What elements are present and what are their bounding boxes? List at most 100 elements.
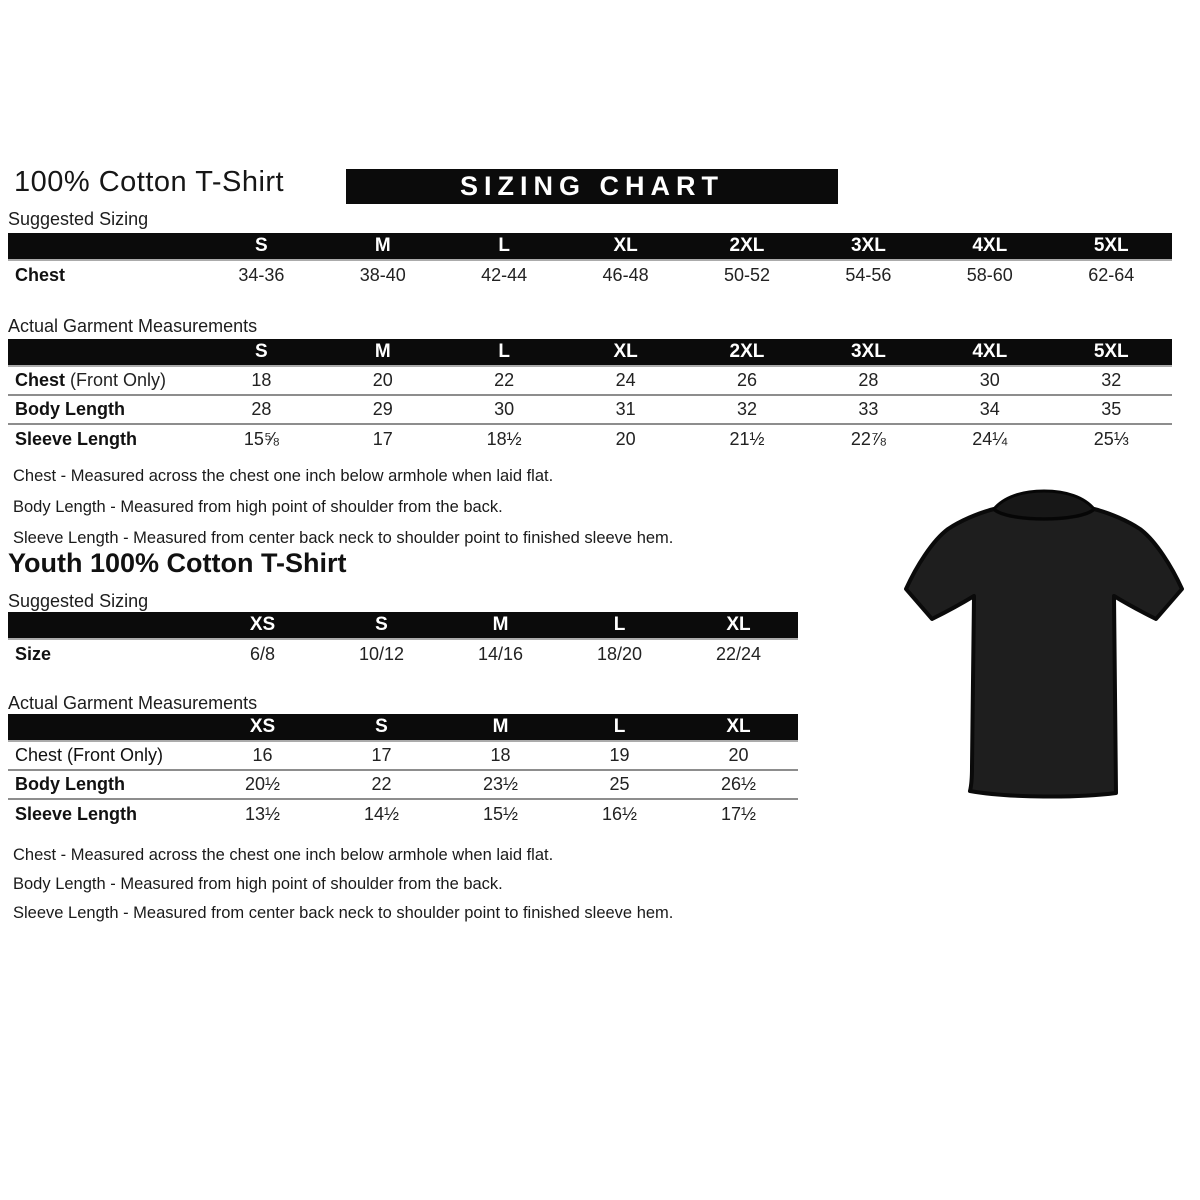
tshirt-collar	[992, 489, 1096, 521]
size-value-cell: 38-40	[359, 264, 406, 285]
size-value-cell: 21½	[686, 423, 808, 453]
size-value-cell: 26½	[679, 769, 798, 799]
note-line: Chest - Measured across the chest one in…	[13, 846, 554, 864]
adult-measurement-notes: Chest - Measured across the chest one in…	[13, 461, 673, 554]
youth-suggested-sizing-label: Suggested Sizing	[8, 591, 149, 611]
row-label: Body Length	[8, 769, 203, 799]
corner-cell	[8, 339, 201, 367]
size-value-cell: 31	[564, 394, 687, 424]
column-header: M	[441, 714, 560, 742]
adult-actual-measurements-table: S M L XL 2XL 3XL 4XL 5XL Chest (Front On…	[8, 339, 1172, 453]
size-value-cell: 35	[1050, 394, 1172, 424]
column-header: XL	[564, 233, 687, 261]
column-header: M	[322, 339, 444, 367]
size-value-cell: 20	[728, 745, 749, 765]
size-value-cell: 25⅓	[1050, 423, 1172, 453]
column-header: L	[443, 339, 565, 367]
size-value-cell: 42-44	[481, 264, 528, 285]
size-value-cell: 22/24	[715, 643, 762, 664]
size-value-cell: 25	[560, 769, 679, 799]
size-value-cell: 34	[929, 394, 1051, 424]
note-line: Sleeve Length - Measured from center bac…	[13, 529, 674, 547]
row-label-main: Chest	[15, 370, 66, 390]
table-row: Chest (Front Only) 18 20 22 24 26 28 30 …	[8, 366, 1172, 395]
size-value-cell: 46-48	[602, 264, 649, 285]
size-value-cell: 16	[252, 745, 273, 765]
youth-section-title: Youth 100% Cotton T-Shirt	[8, 548, 347, 578]
size-value-cell: 18	[251, 370, 272, 390]
youth-actual-measurements-label: Actual Garment Measurements	[8, 693, 258, 713]
adult-suggested-sizing-label: Suggested Sizing	[8, 209, 149, 229]
size-value-cell: 23½	[441, 769, 560, 799]
table-row: Size 6/8 10/12 14/16 18/20 22/24	[8, 639, 798, 668]
column-header: XL	[564, 339, 687, 367]
size-value-cell: 54-56	[845, 264, 892, 285]
column-header: XS	[203, 612, 322, 640]
youth-actual-measurements-table: XS S M L XL Chest (Front Only) 16 17 18 …	[8, 714, 798, 828]
size-value-cell: 22	[494, 370, 515, 390]
column-header: L	[560, 612, 679, 640]
size-value-cell: 17	[371, 745, 392, 765]
size-value-cell: 20½	[203, 769, 322, 799]
size-value-cell: 62-64	[1088, 264, 1135, 285]
size-value-cell: 18/20	[596, 643, 643, 664]
row-label: Sleeve Length	[8, 423, 201, 453]
size-value-cell: 17½	[679, 798, 798, 828]
size-value-cell: 30	[443, 394, 565, 424]
sizing-chart-banner: SIZING CHART	[346, 169, 838, 204]
adult-actual-measurements-label: Actual Garment Measurements	[8, 316, 258, 336]
column-header: 4XL	[929, 233, 1051, 261]
size-value-cell: 29	[322, 394, 444, 424]
row-label: Body Length	[8, 394, 201, 424]
column-header: XL	[679, 612, 798, 640]
table-row: Body Length 20½ 22 23½ 25 26½	[8, 769, 798, 799]
column-header: S	[200, 339, 323, 367]
size-value-cell: 19	[609, 745, 630, 765]
column-header: L	[443, 233, 565, 261]
note-line: Body Length - Measured from high point o…	[13, 875, 503, 893]
table-header-row: S M L XL 2XL 3XL 4XL 5XL	[8, 339, 1172, 367]
size-value-cell: 30	[979, 370, 1000, 390]
youth-suggested-sizing-table: XS S M L XL Size 6/8 10/12 14/16 18/20 2…	[8, 612, 798, 668]
size-value-cell: 14/16	[477, 643, 524, 664]
size-value-cell: 33	[807, 394, 930, 424]
size-value-cell: 24	[615, 370, 636, 390]
tshirt-illustration	[904, 489, 1184, 799]
size-value-cell: 26	[736, 370, 757, 390]
size-value-cell: 10/12	[358, 643, 405, 664]
adult-section-title: 100% Cotton T-Shirt	[14, 166, 285, 198]
size-value-cell: 15½	[441, 798, 560, 828]
size-value-cell: 50-52	[723, 264, 770, 285]
column-header: 5XL	[1050, 233, 1172, 261]
column-header: L	[560, 714, 679, 742]
size-value-cell: 32	[686, 394, 808, 424]
row-label: Chest (Front Only)	[8, 366, 201, 395]
size-value-cell: 34-36	[238, 264, 285, 285]
size-value-cell: 24¼	[929, 423, 1051, 453]
row-label-note: (Front Only)	[70, 370, 167, 390]
size-value-cell: 18	[490, 745, 511, 765]
size-value-cell: 22	[322, 769, 441, 799]
size-value-cell: 16½	[560, 798, 679, 828]
size-value-cell: 20	[564, 423, 687, 453]
column-header: 2XL	[686, 233, 808, 261]
column-header: S	[200, 233, 323, 261]
row-label: Chest (Front Only)	[15, 745, 164, 765]
table-row: Sleeve Length 15⅝ 17 18½ 20 21½ 22⅞ 24¼ …	[8, 423, 1172, 453]
column-header: 3XL	[807, 233, 930, 261]
table-header-row: XS S M L XL	[8, 714, 798, 742]
column-header: S	[322, 612, 441, 640]
size-value-cell: 18½	[443, 423, 565, 453]
size-value-cell: 15⅝	[200, 423, 323, 453]
size-value-cell: 22⅞	[807, 423, 930, 453]
column-header: M	[441, 612, 560, 640]
size-value-cell: 17	[322, 423, 444, 453]
row-label: Sleeve Length	[8, 798, 203, 828]
size-value-cell: 32	[1101, 370, 1122, 390]
table-row: Sleeve Length 13½ 14½ 15½ 16½ 17½	[8, 798, 798, 828]
table-row: Body Length 28 29 30 31 32 33 34 35	[8, 394, 1172, 424]
corner-cell	[8, 714, 203, 742]
column-header: S	[322, 714, 441, 742]
row-label: Chest	[15, 264, 66, 285]
